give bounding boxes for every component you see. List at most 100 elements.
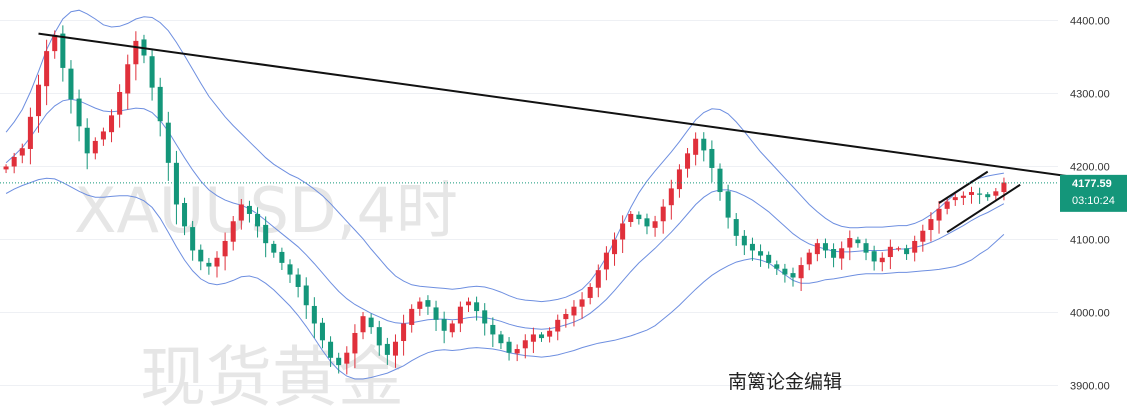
candle [60, 25, 66, 82]
candle-body [360, 316, 366, 333]
candle-body [182, 203, 188, 227]
candle-body [279, 251, 285, 263]
candle-body [344, 352, 350, 364]
candle-body [68, 68, 74, 100]
candle-body [668, 188, 674, 206]
candle [920, 224, 926, 252]
price-axis[interactable]: 3900.00 4000.00 4100.00 4200.00 4300.00 4400.… [1070, 15, 1110, 392]
candle [620, 215, 626, 254]
candle-body [457, 306, 463, 324]
candle-body [660, 206, 666, 222]
candle-body [644, 218, 650, 227]
candle [368, 313, 374, 334]
candle-body [465, 301, 472, 306]
candle [514, 344, 520, 362]
candle-body [303, 285, 309, 306]
candle-body [401, 323, 407, 342]
candle [27, 107, 33, 165]
trendlines[interactable] [38, 32, 1127, 234]
candle-body [263, 224, 269, 244]
candle [206, 257, 212, 275]
candle [490, 317, 496, 348]
candle-body [506, 341, 512, 353]
candle-body [19, 148, 25, 156]
candle [968, 186, 975, 204]
candle-body [117, 92, 123, 115]
candle [587, 283, 593, 305]
candle [76, 89, 82, 142]
candle [384, 337, 390, 365]
candle-body [100, 131, 106, 140]
candle-body [977, 193, 983, 195]
candle [303, 277, 309, 319]
candle-body [863, 243, 869, 253]
candle [733, 213, 739, 246]
candle-body [798, 265, 804, 279]
candle [685, 147, 691, 178]
candle-body [968, 192, 975, 195]
candle-body [895, 248, 901, 250]
candle-body [920, 230, 926, 242]
candle [425, 295, 431, 315]
candle [433, 300, 439, 331]
candle [547, 327, 553, 343]
candle [417, 297, 423, 316]
candlestick-series [3, 25, 1007, 375]
candle [960, 191, 966, 206]
candle [603, 246, 609, 281]
candle [522, 334, 528, 359]
candle [944, 198, 950, 215]
candle [831, 243, 837, 268]
candle-body [839, 248, 845, 259]
candle-body [709, 148, 715, 168]
candle-body [928, 219, 934, 231]
candle-body [52, 35, 58, 52]
candle-body [587, 286, 593, 298]
candle [725, 184, 731, 229]
candle [798, 257, 804, 291]
candle [214, 251, 220, 278]
candle [35, 74, 42, 133]
candle-body [766, 254, 772, 263]
candle [985, 192, 991, 201]
candle-body [749, 243, 755, 251]
y-tick-label: 4200.00 [1070, 161, 1110, 173]
candle-body [904, 248, 910, 255]
candle [863, 238, 869, 261]
candle [295, 268, 301, 298]
candle [125, 54, 131, 110]
candle-body [993, 191, 999, 196]
candle-body [198, 249, 204, 262]
candle-body [449, 323, 455, 333]
candle [563, 308, 569, 328]
candle-body [287, 264, 293, 275]
candle-body [774, 264, 780, 269]
candle [344, 346, 350, 375]
candle [328, 336, 334, 367]
candle-body [11, 156, 17, 167]
candle-body [831, 249, 837, 258]
candle-body [109, 115, 115, 133]
candle [287, 259, 293, 283]
candle [887, 239, 893, 270]
candle-body [441, 319, 447, 331]
y-tick-label: 4100.00 [1070, 235, 1110, 247]
candle [190, 220, 196, 261]
candle-body [806, 252, 812, 265]
candle [766, 251, 772, 269]
candle [68, 60, 74, 114]
bollinger-bands [5, 9, 1005, 380]
band-upper [5, 9, 1004, 303]
candle [595, 264, 601, 298]
candle-body [822, 243, 828, 251]
candle-body [417, 301, 423, 309]
candle [165, 111, 171, 181]
candle [693, 132, 699, 166]
candle [238, 198, 244, 230]
candle [993, 188, 999, 202]
candle-body [571, 306, 577, 316]
candle [271, 240, 277, 258]
watermark-name: 现货黄金 [140, 339, 404, 406]
candle-body [701, 138, 707, 151]
